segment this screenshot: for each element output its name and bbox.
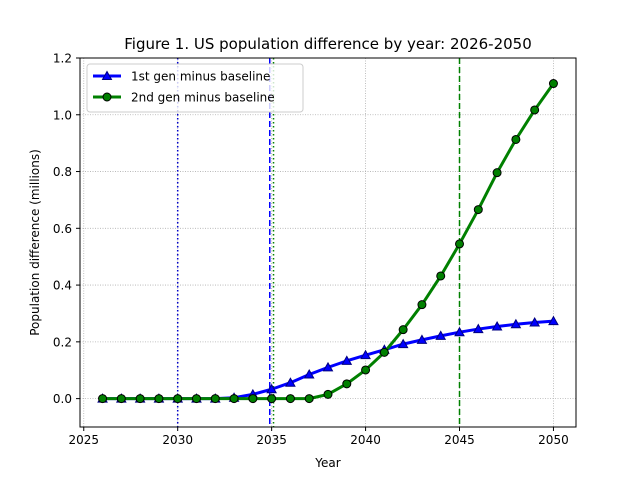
y-tick-label: 0.4	[53, 279, 72, 293]
plot-frame	[79, 57, 577, 428]
data-point-circle	[436, 271, 446, 281]
data-point-triangle	[341, 355, 353, 365]
data-point-circle	[210, 394, 220, 404]
series	[97, 79, 559, 404]
y-tick-label: 1.0	[53, 108, 72, 122]
data-point-triangle	[303, 368, 315, 379]
data-point-triangle	[472, 323, 484, 334]
y-tick-label: 0.8	[53, 165, 72, 179]
chart-title: Figure 1. US population difference by ye…	[124, 35, 532, 53]
legend-marker-triangle-icon	[101, 70, 113, 80]
data-point-circle	[473, 205, 483, 215]
data-point-triangle	[435, 330, 447, 340]
x-tick-label: 2045	[444, 433, 475, 447]
legend-marker-circle-icon	[102, 92, 112, 102]
y-tick-label: 0.0	[53, 392, 72, 406]
legend: 1st gen minus baseline 2nd gen minus bas…	[86, 63, 304, 113]
data-point-circle	[116, 394, 126, 404]
axis-ticks: 2025 2030 2035 2040 2045 2050 0.0 0.2 0.4 0.6 0.8 1…	[53, 52, 569, 448]
data-point-circle	[379, 347, 389, 357]
data-point-circle	[285, 394, 295, 404]
data-point-triangle	[454, 326, 465, 337]
data-point-triangle	[416, 334, 428, 344]
x-tick-label: 2050	[538, 433, 569, 447]
data-point-circle	[191, 394, 201, 404]
data-point-triangle	[285, 377, 296, 387]
data-point-circle	[135, 394, 145, 404]
data-point-triangle	[360, 349, 371, 360]
x-tick-label: 2030	[162, 433, 193, 447]
data-point-triangle	[266, 383, 277, 394]
legend-label-1st-gen: 1st gen minus baseline	[131, 70, 270, 84]
data-point-triangle	[548, 315, 559, 326]
data-point-circle	[323, 389, 333, 399]
data-point-circle	[511, 134, 521, 144]
data-point-triangle	[491, 320, 503, 331]
data-point-triangle	[397, 338, 409, 349]
y-tick-label: 1.2	[53, 52, 72, 66]
x-axis-label: Year	[314, 456, 340, 470]
y-tick-label: 0.2	[53, 335, 72, 349]
data-point-circle	[304, 394, 314, 404]
data-point-circle	[173, 394, 183, 404]
x-tick-label: 2040	[350, 433, 381, 447]
data-point-triangle	[322, 361, 334, 372]
y-axis-label: Population difference (millions)	[28, 149, 42, 336]
data-point-circle	[417, 300, 427, 310]
data-point-triangle	[529, 317, 541, 327]
data-point-circle	[398, 325, 408, 335]
y-tick-label: 0.6	[53, 222, 72, 236]
data-point-circle	[98, 394, 108, 404]
data-point-circle	[361, 365, 371, 375]
data-point-circle	[492, 168, 502, 178]
data-point-circle	[154, 394, 164, 404]
data-point-circle	[248, 394, 258, 404]
data-point-circle	[455, 239, 465, 249]
data-point-circle	[229, 394, 239, 404]
data-point-triangle	[510, 318, 522, 329]
data-point-circle	[530, 105, 540, 115]
x-tick-label: 2035	[256, 433, 287, 447]
x-tick-label: 2025	[68, 433, 99, 447]
data-point-circle	[548, 79, 558, 89]
data-point-circle	[267, 394, 277, 404]
data-point-circle	[342, 379, 352, 389]
legend-label-2nd-gen: 2nd gen minus baseline	[131, 91, 275, 105]
legend-box	[86, 63, 304, 113]
